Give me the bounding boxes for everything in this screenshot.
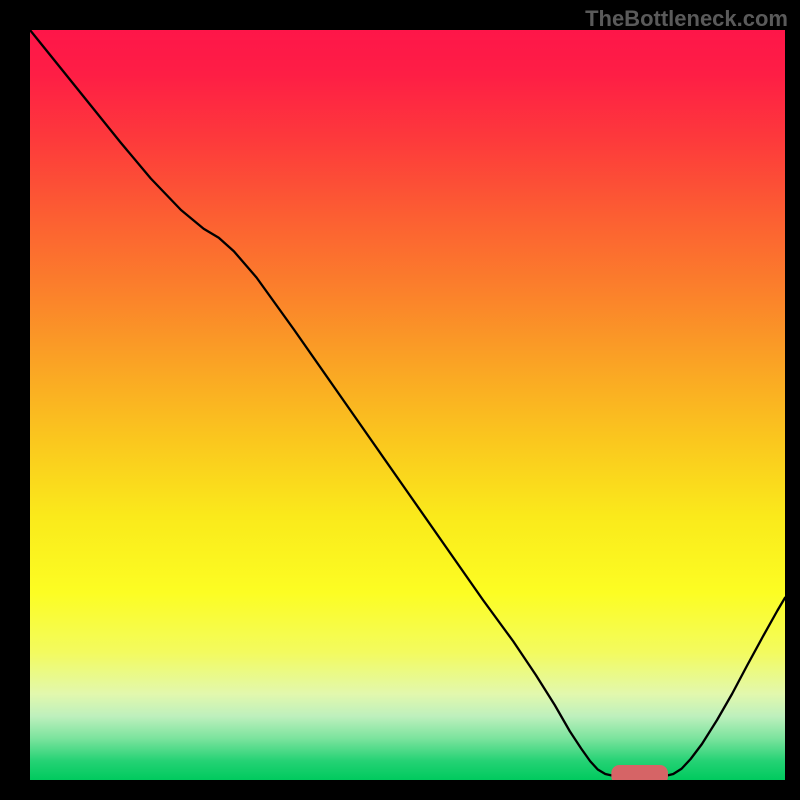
watermark-text: TheBottleneck.com [585, 6, 788, 32]
gradient-background [30, 30, 785, 780]
plot-area [30, 30, 785, 780]
chart-container: TheBottleneck.com [0, 0, 800, 800]
optimal-range-marker [611, 765, 668, 780]
chart-svg [30, 30, 785, 780]
